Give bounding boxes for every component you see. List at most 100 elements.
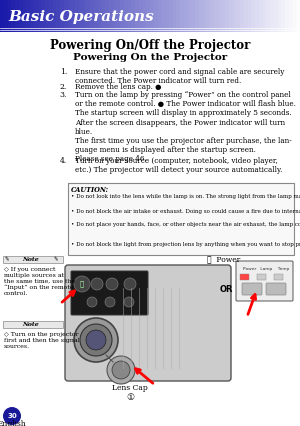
Polygon shape [112,0,116,32]
Polygon shape [240,0,244,32]
Text: 4.: 4. [60,157,67,165]
Text: • Do not place your hands, face, or other objects near the air exhaust, the lamp: • Do not place your hands, face, or othe… [71,222,300,227]
Text: 30: 30 [7,413,17,419]
Polygon shape [262,0,266,32]
Circle shape [74,318,118,362]
Polygon shape [82,0,86,32]
Text: ③  Power: ③ Power [207,256,240,264]
Polygon shape [41,0,45,32]
Text: • Do not look into the lens while the lamp is on. The strong light from the lamp: • Do not look into the lens while the la… [71,194,300,199]
Polygon shape [229,0,232,32]
Polygon shape [34,0,38,32]
Text: Remove the lens cap. ●: Remove the lens cap. ● [75,83,161,91]
Text: Power   Lamp    Temp: Power Lamp Temp [243,267,289,271]
Polygon shape [101,0,105,32]
Polygon shape [8,0,11,32]
Circle shape [124,278,136,290]
FancyBboxPatch shape [65,265,231,381]
Polygon shape [285,0,289,32]
FancyBboxPatch shape [71,271,148,315]
Polygon shape [64,0,68,32]
Circle shape [74,276,90,292]
Text: 1.: 1. [60,68,67,76]
Text: Ensure that the power cord and signal cable are securely
connected. The Power in: Ensure that the power cord and signal ca… [75,68,284,85]
Polygon shape [60,0,64,32]
Polygon shape [292,0,296,32]
Polygon shape [176,0,180,32]
Polygon shape [199,0,202,32]
Polygon shape [124,0,128,32]
Polygon shape [289,0,292,32]
Polygon shape [52,0,56,32]
Circle shape [91,278,103,290]
Polygon shape [244,0,248,32]
FancyBboxPatch shape [3,321,63,328]
Text: 2.: 2. [60,83,67,91]
Polygon shape [232,0,236,32]
Polygon shape [161,0,165,32]
Text: English: English [0,420,26,426]
Polygon shape [75,0,79,32]
Text: Note: Note [22,322,39,327]
Circle shape [124,297,134,307]
FancyBboxPatch shape [242,283,262,295]
Polygon shape [225,0,229,32]
Polygon shape [22,0,26,32]
Polygon shape [251,0,255,32]
Polygon shape [11,0,15,32]
Text: ⏻: ⏻ [80,281,84,287]
Polygon shape [120,0,124,32]
Polygon shape [128,0,131,32]
Polygon shape [146,0,150,32]
Circle shape [87,297,97,307]
Circle shape [107,356,135,384]
Polygon shape [165,0,169,32]
Polygon shape [206,0,210,32]
Circle shape [112,361,130,379]
Polygon shape [105,0,109,32]
Polygon shape [221,0,225,32]
Text: ✎: ✎ [53,257,58,262]
Polygon shape [236,0,240,32]
Polygon shape [19,0,22,32]
Polygon shape [116,0,120,32]
Polygon shape [202,0,206,32]
Polygon shape [90,0,94,32]
Text: Lens Cap: Lens Cap [112,384,148,392]
Polygon shape [49,0,52,32]
Polygon shape [214,0,218,32]
Polygon shape [210,0,214,32]
Text: • Do not block the air intake or exhaust. Doing so could cause a fire due to int: • Do not block the air intake or exhaust… [71,209,300,214]
Polygon shape [150,0,154,32]
FancyBboxPatch shape [68,183,294,255]
Polygon shape [188,0,191,32]
Polygon shape [109,0,112,32]
Text: Note: Note [22,257,39,262]
Polygon shape [15,0,19,32]
Polygon shape [0,0,4,32]
Polygon shape [195,0,199,32]
Text: OR: OR [219,285,233,294]
Polygon shape [172,0,176,32]
Polygon shape [45,0,49,32]
Polygon shape [56,0,60,32]
Text: • Do not block the light from projection lens by anything when you want to stop : • Do not block the light from projection… [71,242,300,248]
Polygon shape [131,0,135,32]
Circle shape [80,324,112,356]
Polygon shape [218,0,221,32]
Circle shape [106,278,118,290]
FancyBboxPatch shape [240,274,249,280]
Polygon shape [86,0,90,32]
Polygon shape [26,0,30,32]
Polygon shape [94,0,98,32]
Polygon shape [184,0,188,32]
Polygon shape [98,0,101,32]
Polygon shape [154,0,158,32]
Text: Powering On the Projector: Powering On the Projector [73,54,227,63]
Polygon shape [259,0,262,32]
Polygon shape [296,0,300,32]
Text: ◇ If you connect
multiple sources at
the same time, use the
“Input” on the remot: ◇ If you connect multiple sources at the… [4,267,75,296]
FancyBboxPatch shape [274,274,283,280]
Polygon shape [4,0,8,32]
Circle shape [105,297,115,307]
